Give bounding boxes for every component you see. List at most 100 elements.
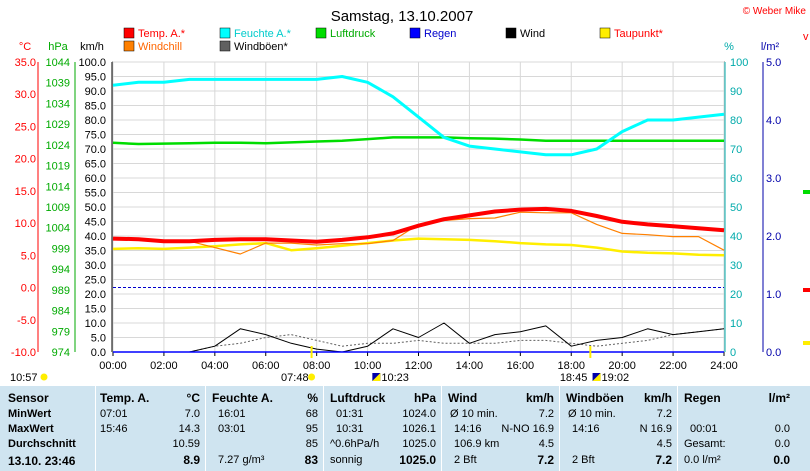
y-tick-label: 10.0 [85,318,106,330]
col-luftdruck: Luftdruck hPa 01:31 1024.0 10:31 1026.1 … [323,386,442,471]
y-tick-label: 30.0 [15,89,36,101]
y-tick-label: 1039 [46,78,70,90]
y-tick-label: 15.0 [85,304,106,316]
windboeen-bft: 2 Bft [572,454,595,466]
windboeen-max-val: N 16.9 [639,423,672,435]
series-line [112,136,724,146]
regen-header: Regen [684,391,721,405]
y-tick-label: 999 [52,243,70,255]
x-tick-label: 10:00 [354,360,382,372]
legend-swatch [505,27,517,39]
y-tick-label: 25.0 [85,275,106,287]
y-tick-label: 1029 [46,119,70,131]
col-feuchte: Feuchte A. % 16:01 68 03:01 95 85 7.27 g… [205,386,324,471]
y-tick-label: 90.0 [85,86,106,98]
truncated-unit-label: v [803,31,809,43]
luftdruck-forecast: sonnig [330,454,363,466]
moon-icon-shade [372,373,381,381]
y-tick-label: 90 [730,86,742,98]
grid [112,61,725,353]
y-tick-label: 75.0 [85,130,106,142]
legend-entry: Taupunkt* [614,28,664,40]
y-tick-label: 100.0 [78,57,106,69]
x-tick-label: 00:00 [99,360,127,372]
wind-avg-val: 4.5 [538,438,554,450]
temp-max-val: 14.3 [178,423,200,435]
axis-unit-label: hPa [48,41,68,53]
right-edge-partial [803,190,810,345]
luftdruck-unit: hPa [413,391,436,405]
y-tick-label: 25.0 [15,121,36,133]
y-tick-label: 80.0 [85,115,106,127]
feuchte-avg-val: 85 [305,438,318,450]
regen-now-val: 0.0 [773,453,790,467]
x-tick-label: 22:00 [659,360,687,372]
y-tick-label: 95.0 [85,72,106,84]
feuchte-max-val: 95 [305,423,318,435]
wind-unit: km/h [525,391,554,405]
y-tick-label: 45.0 [85,217,106,229]
feuchte-max-time: 03:01 [218,423,246,435]
col-temp: Temp. A. °C 07:01 7.0 15:46 14.3 10.59 8… [95,386,206,471]
regen-max-val: 0.0 [774,423,790,435]
y-tick-label: 35.0 [85,246,106,258]
wind-avg10-label: Ø 10 min. [450,408,498,420]
series-layer [112,75,725,353]
feuchte-unit: % [307,391,318,405]
y-tick-label: 70.0 [85,144,106,156]
y-tick-label: 60.0 [85,173,106,185]
y-tick-label: 5.0 [21,250,36,262]
y-axes: 35.0 30.0 25.0 20.0 15.0 10.0 5.0 0.0 -5.0 -10.0 1… [11,57,781,359]
wind-avg10-val: 7.2 [538,408,554,420]
sun-time-label: 18:45 [560,372,588,384]
y-tick-label: 30 [730,260,742,272]
y-tick-label: 0.0 [766,347,781,359]
y-tick-label: 1034 [46,98,70,110]
y-tick-label: 1009 [46,202,70,214]
y-tick-label: 0.0 [91,347,106,359]
weather-chart: Samstag, 13.10.2007 © Weber Mike Temp. A… [10,6,810,384]
windboeen-header: Windböen [566,391,624,405]
y-tick-label: 2.0 [766,231,781,243]
x-axis: 00:00 02:00 04:00 06:00 08:00 10:00 12:00 14:00… [99,352,738,372]
axis-unit-label: °C [19,41,31,53]
temp-avg-val: 10.59 [172,438,200,450]
temp-min-time: 07:01 [100,408,128,420]
temp-header: Temp. A. [100,391,150,405]
y-tick-label: 35.0 [15,57,36,69]
legend-entry: Temp. A.* [138,28,186,40]
moon-icon-shade [592,373,601,381]
x-tick-label: 24:00 [710,360,738,372]
sensor-row-avg: Durchschnitt [8,438,76,450]
y-tick-label: 10 [730,318,742,330]
series-line [113,322,725,353]
legend-entry: Feuchte A.* [234,28,292,40]
axis-unit-label: l/m² [761,41,780,53]
moon-time-label: 10:23 [381,372,409,384]
legend-entry: Windchill [138,41,182,53]
regen-now-label: 0.0 l/m² [684,454,721,466]
luftdruck-min-val: 1024.0 [402,408,436,420]
legend-swatch [219,40,231,52]
wind-max-time: 14:16 [454,423,482,435]
y-tick-label: 80 [730,115,742,127]
feuchte-min-time: 16:01 [218,408,246,420]
y-tick-label: 60 [730,173,742,185]
y-tick-label: 20 [730,289,742,301]
y-tick-label: 20.0 [15,154,36,166]
y-tick-label: 40.0 [85,231,106,243]
moon-time-label: 19:02 [602,372,630,384]
y-tick-label: 1024 [46,140,70,152]
regen-max-time: 00:01 [690,423,718,435]
y-tick-label: 1004 [46,223,70,235]
feuchte-header: Feuchte A. [212,391,273,405]
y-tick-label: 100 [730,57,748,69]
regen-unit: l/m² [768,391,790,405]
x-tick-label: 04:00 [201,360,229,372]
luftdruck-max-val: 1026.1 [402,423,436,435]
series-line [112,206,725,244]
temp-now-val: 8.9 [183,453,200,467]
x-tick-label: 20:00 [608,360,636,372]
sensor-row-min: MinWert [8,408,52,420]
x-tick-label: 06:00 [252,360,280,372]
